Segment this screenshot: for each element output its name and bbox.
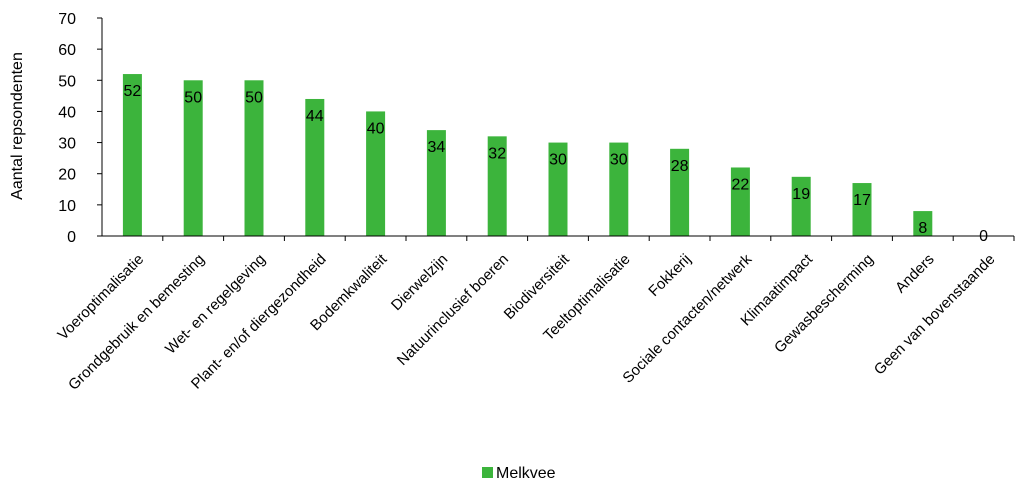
bar bbox=[548, 142, 568, 236]
data-label: 28 bbox=[671, 158, 689, 175]
x-category-label: Geen van bovenstaande bbox=[871, 251, 999, 379]
bar bbox=[183, 80, 203, 237]
data-label: 50 bbox=[184, 89, 202, 106]
bar bbox=[791, 176, 811, 236]
data-label: 40 bbox=[367, 120, 385, 137]
x-category-label: Wet- en regelgeving bbox=[162, 251, 269, 358]
y-tick-label: 40 bbox=[58, 104, 76, 121]
data-label: 22 bbox=[732, 176, 750, 193]
y-axis-ticks: 0 10 20 30 40 50 60 70 bbox=[58, 11, 102, 246]
bar-series bbox=[122, 74, 933, 237]
bar bbox=[426, 130, 446, 236]
data-label: 30 bbox=[610, 152, 628, 169]
y-axis-label: Aantal repsondenten bbox=[9, 52, 26, 200]
x-category-label: Natuurinclusief boeren bbox=[394, 251, 512, 369]
x-category-label: Fokkerij bbox=[645, 251, 694, 300]
data-label: 44 bbox=[306, 108, 324, 125]
x-category-label: Anders bbox=[892, 251, 938, 297]
data-label: 30 bbox=[549, 152, 567, 169]
x-category-label: Sociale contacten/netwerk bbox=[619, 250, 755, 386]
data-label: 50 bbox=[245, 89, 263, 106]
y-tick-label: 0 bbox=[67, 229, 76, 246]
bar bbox=[305, 98, 325, 236]
bar bbox=[609, 142, 629, 236]
bar bbox=[366, 111, 386, 236]
bar bbox=[730, 167, 750, 236]
bar bbox=[852, 183, 872, 236]
legend: Melkvee bbox=[482, 465, 556, 482]
y-tick-label: 60 bbox=[58, 42, 76, 59]
data-label: 8 bbox=[918, 220, 927, 237]
legend-label: Melkvee bbox=[496, 465, 556, 482]
y-tick-label: 10 bbox=[58, 198, 76, 215]
bar bbox=[244, 80, 264, 237]
x-category-label: Dierwelzijn bbox=[388, 251, 451, 314]
bar bbox=[670, 148, 690, 236]
legend-swatch bbox=[482, 467, 493, 478]
data-label: 17 bbox=[853, 192, 871, 209]
data-label: 34 bbox=[428, 139, 446, 156]
data-label: 52 bbox=[124, 83, 142, 100]
data-label: 19 bbox=[792, 186, 810, 203]
bar bbox=[487, 136, 507, 236]
y-tick-label: 70 bbox=[58, 11, 76, 28]
y-tick-label: 30 bbox=[58, 136, 76, 153]
y-tick-label: 20 bbox=[58, 167, 76, 184]
y-tick-label: 50 bbox=[58, 73, 76, 90]
bar bbox=[913, 211, 933, 236]
data-label: 32 bbox=[488, 145, 506, 162]
bar bbox=[122, 74, 142, 236]
